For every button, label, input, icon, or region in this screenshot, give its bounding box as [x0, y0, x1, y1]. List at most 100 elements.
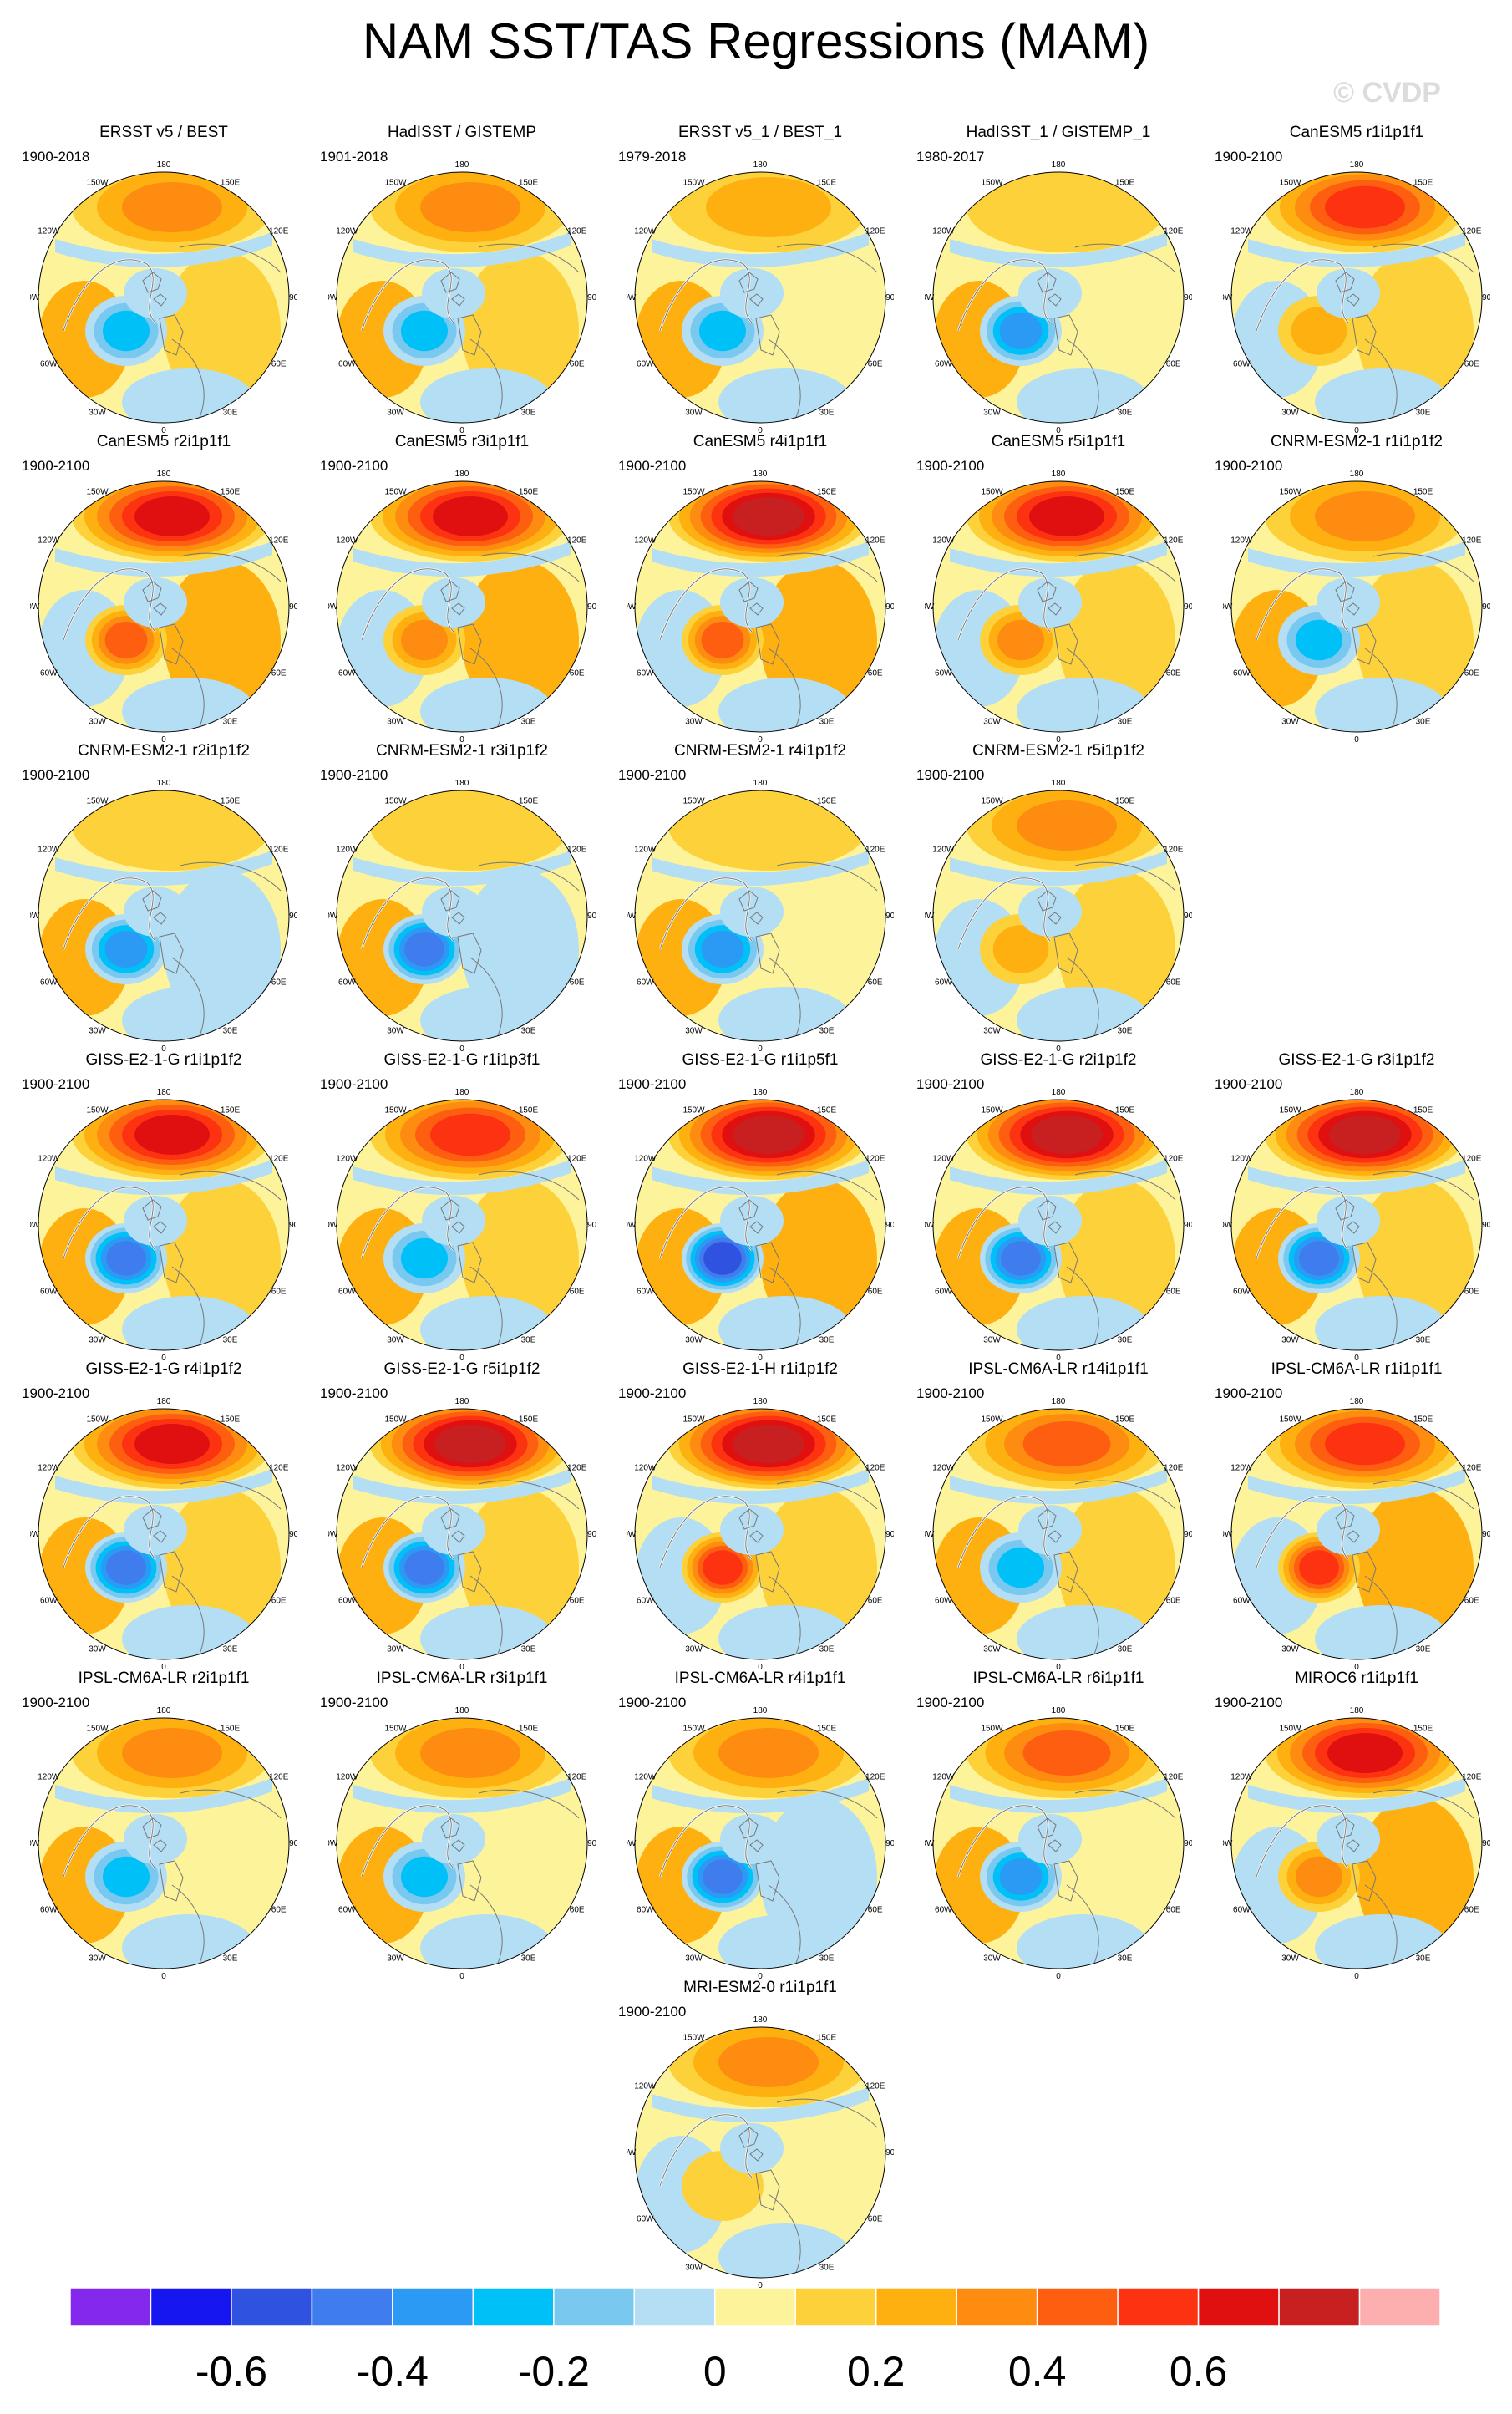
map-boundary — [38, 480, 290, 733]
map-boundary — [1230, 1099, 1483, 1351]
longitude-label: 180 — [455, 779, 469, 788]
longitude-label: 30E — [1118, 409, 1133, 418]
map-boundary — [38, 1717, 290, 1969]
longitude-label: 120E — [1462, 1773, 1482, 1782]
panel-period: 1900-2100 — [22, 1385, 90, 1401]
field-pacific-dipole — [55, 1778, 272, 1814]
field-arctic — [720, 577, 784, 628]
field-pacific-contour — [733, 496, 804, 536]
longitude-label: 30E — [1416, 409, 1431, 418]
field-atlantic-contour — [401, 1237, 448, 1279]
coastline-arctic-islands — [738, 2127, 764, 2162]
longitude-label: 30W — [983, 1336, 1001, 1345]
map-panel: HadISST / GISTEMP 1901-2018 180 150E 120E 90E… — [320, 124, 604, 433]
longitude-label: 60E — [271, 1906, 287, 1915]
map-boundary — [932, 1099, 1185, 1351]
field-pacific-dipole — [353, 1778, 571, 1814]
map-boundary — [932, 480, 1185, 733]
longitude-label: 30E — [1118, 718, 1133, 727]
coastline-greenland — [159, 933, 184, 974]
longitude-label: 30W — [387, 409, 404, 418]
longitude-label: 30W — [983, 1645, 1001, 1654]
longitude-label: 150E — [221, 178, 241, 187]
map-boundary — [38, 171, 290, 424]
map-boundary — [1230, 1408, 1483, 1660]
field-arctic — [1317, 268, 1380, 318]
longitude-label: 150W — [86, 796, 109, 806]
longitude-label: 60W — [1233, 669, 1251, 678]
field-pacific-contour — [434, 1424, 506, 1464]
field-pacific-dipole — [652, 1778, 869, 1814]
longitude-label: 90E — [587, 1839, 596, 1848]
longitude-label: 90W — [627, 602, 637, 612]
longitude-label: 120E — [1164, 846, 1184, 855]
polar-map: 180 150E 120E 90E 60E 30E 0 30W 60W 90W 120W 150W — [925, 470, 1192, 742]
coastline-greenland — [1053, 1551, 1078, 1593]
longitude-label: 180 — [753, 1706, 768, 1715]
panel-period: 1900-2100 — [916, 458, 985, 474]
longitude-label: 30W — [685, 409, 703, 418]
map-panel: CanESM5 r3i1p1f1 1900-2100 180 150E 120E 90E 6… — [320, 433, 604, 742]
longitude-label: 30E — [223, 1027, 238, 1036]
longitude-label: 30E — [1118, 1645, 1133, 1654]
map-panel: GISS-E2-1-G r2i1p1f2 1900-2100 180 150E 120E… — [916, 1051, 1200, 1360]
longitude-label: 30E — [521, 409, 536, 418]
panel-title: GISS-E2-1-G r1i1p3f1 — [383, 1051, 540, 1069]
coastline-north-america-outline — [63, 1187, 156, 1259]
longitude-label: 60E — [271, 1597, 287, 1606]
map-panel: MIROC6 r1i1p1f1 1900-2100 180 150E 120E 90E 60… — [1215, 1669, 1499, 1979]
panel-period: 1900-2100 — [320, 767, 388, 783]
panel-period: 1900-2100 — [916, 1695, 985, 1710]
longitude-label: 30W — [983, 1954, 1001, 1964]
longitude-label: 150W — [1279, 178, 1301, 187]
field-pacific-contour — [733, 1424, 804, 1464]
field-atlantic-contour — [404, 932, 444, 967]
longitude-label: 30E — [819, 1027, 835, 1036]
coastline-eurasia — [171, 1789, 282, 1969]
longitude-label: 60E — [1464, 669, 1479, 678]
longitude-label: 0 — [161, 1354, 166, 1360]
field-arctic — [1317, 1814, 1380, 1864]
panel-period: 1900-2100 — [916, 1076, 985, 1092]
coastline-arctic-islands — [1335, 1508, 1360, 1543]
longitude-label: 60E — [570, 1597, 585, 1606]
coastline-north-america-outline — [63, 1496, 156, 1568]
longitude-label: 90W — [627, 1221, 637, 1230]
panel-title: CNRM-ESM2-1 r1i1p1f2 — [1271, 433, 1443, 450]
longitude-label: 60E — [271, 669, 287, 678]
field-atlantic-contour — [104, 621, 148, 659]
longitude-label: 150W — [384, 1724, 407, 1733]
longitude-label: 60E — [271, 978, 287, 988]
map-panel: CNRM-ESM2-1 r3i1p1f2 1900-2100 180 150E 120E… — [320, 742, 604, 1051]
longitude-label: 150E — [1115, 1105, 1135, 1115]
longitude-label: 0 — [758, 1972, 763, 1979]
coastline-greenland — [1352, 623, 1377, 665]
longitude-label: 90W — [328, 1839, 338, 1848]
longitude-label: 150W — [682, 796, 705, 806]
longitude-label: 30E — [521, 1645, 536, 1654]
longitude-label: 0 — [459, 1354, 464, 1360]
field-arctic — [1018, 1196, 1082, 1246]
map-panel: CNRM-ESM2-1 r5i1p1f2 1900-2100 180 150E 120E… — [916, 742, 1200, 1051]
longitude-label: 30E — [819, 2264, 835, 2273]
coastline-north-america-outline — [957, 1805, 1051, 1878]
coastline-north-america-outline — [63, 259, 156, 332]
longitude-label: 0 — [1056, 1972, 1061, 1979]
longitude-label: 30E — [1416, 1336, 1431, 1345]
coastline-greenland — [159, 1860, 184, 1902]
panel-period: 1900-2100 — [22, 1695, 90, 1710]
longitude-label: 120W — [634, 536, 657, 546]
panel-title: GISS-E2-1-G r4i1p1f2 — [85, 1360, 242, 1378]
panel-title: CanESM5 r3i1p1f1 — [394, 433, 530, 450]
longitude-label: 120W — [38, 536, 60, 546]
panel-title: CanESM5 r1i1p1f1 — [1289, 124, 1424, 141]
longitude-label: 60E — [570, 1906, 585, 1915]
longitude-label: 0 — [161, 1044, 166, 1051]
longitude-label: 30E — [223, 718, 238, 727]
coastline-greenland — [457, 1242, 482, 1283]
map-panel: IPSL-CM6A-LR r6i1p1f1 1900-2100 180 150E 120… — [916, 1669, 1200, 1979]
longitude-label: 90W — [328, 602, 338, 612]
field-pacific-contour — [134, 496, 210, 536]
longitude-label: 60W — [637, 1906, 654, 1915]
coastline-arctic-islands — [142, 1508, 167, 1543]
